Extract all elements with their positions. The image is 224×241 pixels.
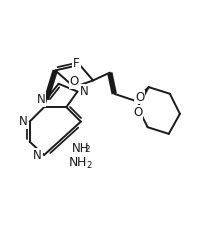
Text: NH: NH — [72, 142, 90, 155]
Text: O: O — [135, 91, 144, 104]
Text: 2: 2 — [84, 145, 90, 154]
Text: O: O — [69, 75, 79, 88]
Text: N: N — [33, 148, 42, 161]
Text: N: N — [19, 115, 27, 128]
Text: N: N — [80, 85, 88, 98]
Text: NH$_2$: NH$_2$ — [68, 156, 93, 171]
Text: O: O — [133, 106, 142, 119]
Text: N: N — [36, 93, 45, 106]
Text: F: F — [73, 57, 80, 70]
